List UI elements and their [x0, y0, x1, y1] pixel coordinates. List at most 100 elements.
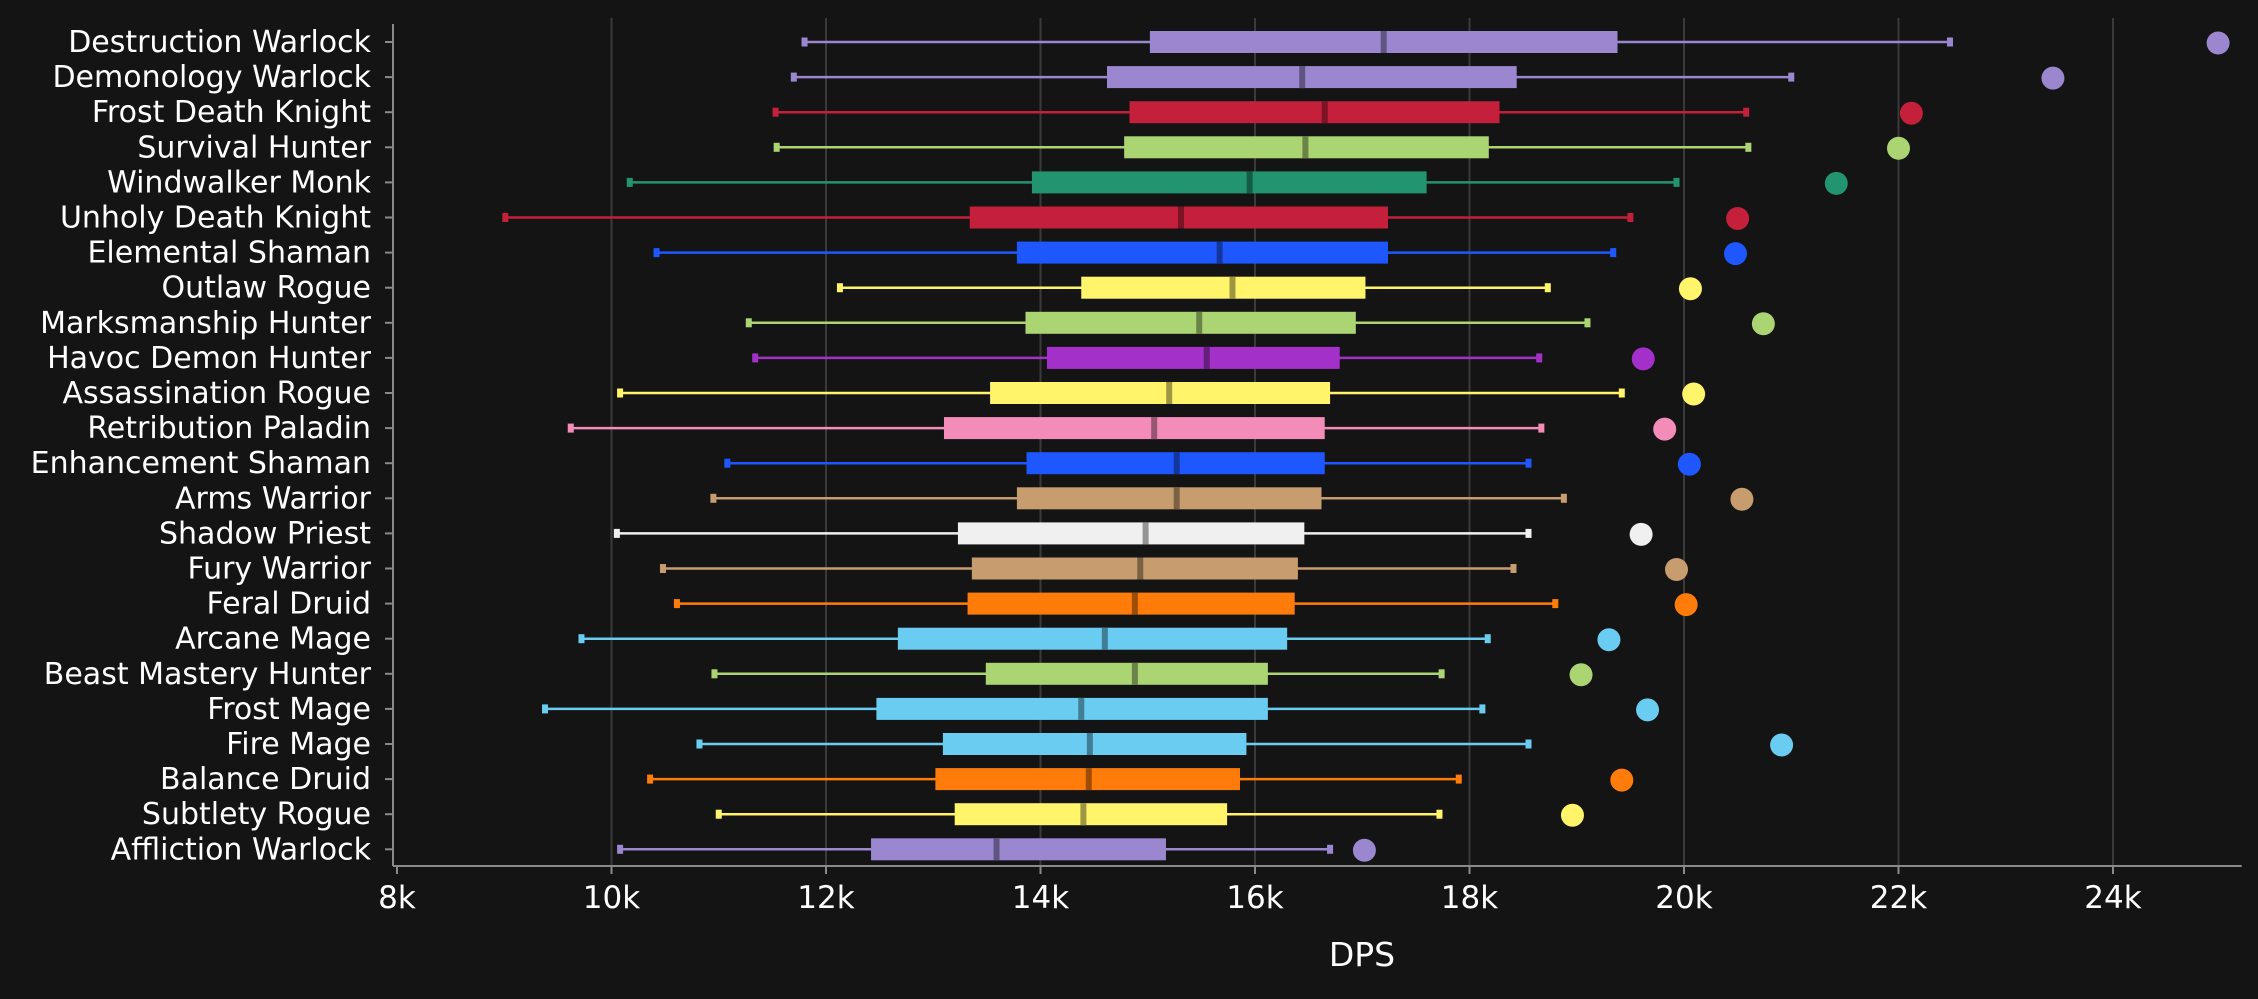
x-tick-label: 10k: [583, 880, 640, 916]
category-label: Windwalker Monk: [107, 165, 372, 200]
whisker-low-cap: [696, 739, 703, 749]
median-marker: [1177, 206, 1184, 229]
whisker-high-cap: [1484, 634, 1491, 644]
whisker-low-cap: [673, 599, 680, 609]
iqr-box: [942, 733, 1247, 755]
whisker-high-cap: [1455, 774, 1462, 784]
whisker-high-cap: [1544, 283, 1551, 293]
x-axis-title: DPS: [1329, 935, 1395, 974]
max-point: [1629, 522, 1653, 546]
iqr-box: [954, 803, 1228, 826]
max-point: [1824, 171, 1848, 195]
box-plot-row: [578, 627, 1621, 652]
iqr-box: [990, 382, 1331, 404]
whisker-high-cap: [1560, 493, 1567, 503]
box-plot-row: [542, 697, 1660, 722]
whisker-high-cap: [1788, 72, 1795, 82]
category-label: Assassination Rogue: [62, 376, 371, 411]
max-point: [1674, 593, 1698, 617]
median-marker: [1380, 31, 1387, 53]
box-plot-row: [613, 522, 1653, 546]
whisker-low-cap: [502, 213, 509, 222]
whisker-high-cap: [1436, 809, 1443, 819]
category-label: Havoc Demon Hunter: [47, 341, 372, 376]
category-label: Subtlety Rogue: [142, 797, 371, 832]
whisker-low-cap: [752, 353, 759, 363]
box-plot-row: [617, 838, 1376, 862]
category-label: Fire Mage: [226, 727, 371, 762]
whisker-low-cap: [710, 493, 717, 503]
max-point: [2206, 31, 2230, 55]
x-tick-label: 8k: [378, 880, 416, 916]
max-point: [1682, 382, 1706, 406]
category-label: Retribution Paladin: [87, 411, 371, 446]
whisker-low-cap: [653, 248, 660, 258]
whisker-high-cap: [1618, 388, 1625, 398]
median-marker: [1321, 101, 1328, 124]
iqr-box: [971, 557, 1298, 580]
iqr-box: [1129, 101, 1500, 124]
max-point: [1653, 417, 1677, 441]
box-plot-row: [710, 487, 1754, 511]
whisker-high-cap: [1584, 318, 1591, 328]
median-marker: [1131, 592, 1138, 615]
whisker-high-cap: [1946, 37, 1953, 47]
median-marker: [1085, 768, 1092, 791]
iqr-box: [985, 662, 1268, 685]
iqr-box: [1016, 487, 1322, 510]
x-tick-label: 18k: [1441, 880, 1498, 916]
category-label: Affliction Warlock: [111, 832, 372, 867]
whisker-low-cap: [617, 844, 624, 854]
box-plot-row: [711, 662, 1593, 687]
box-plot-row: [836, 276, 1702, 301]
max-point: [1597, 628, 1621, 652]
median-marker: [1142, 522, 1149, 545]
whisker-high-cap: [1538, 423, 1545, 433]
category-label: Beast Mastery Hunter: [44, 657, 372, 692]
whisker-high-cap: [1510, 564, 1517, 573]
category-label: Outlaw Rogue: [161, 271, 371, 306]
box-plot-row: [773, 136, 1910, 160]
max-point: [1726, 207, 1750, 230]
whisker-low-cap: [790, 72, 797, 82]
max-point: [1610, 768, 1634, 792]
whisker-high-cap: [1743, 107, 1750, 117]
x-tick-label: 24k: [2084, 880, 2141, 916]
max-point: [1677, 452, 1701, 476]
whisker-high-cap: [1327, 844, 1334, 854]
whisker-low-cap: [773, 142, 780, 152]
category-label: Marksmanship Hunter: [40, 306, 372, 341]
median-marker: [1173, 452, 1180, 475]
median-marker: [1299, 66, 1306, 89]
whisker-high-cap: [1525, 458, 1532, 468]
whisker-high-cap: [1552, 599, 1559, 609]
whisker-high-cap: [1525, 739, 1532, 749]
median-marker: [1131, 662, 1138, 685]
iqr-box: [1031, 171, 1427, 194]
whisker-high-cap: [1479, 704, 1486, 714]
median-marker: [1203, 346, 1210, 369]
iqr-box: [1106, 66, 1517, 89]
max-point: [1723, 242, 1747, 266]
whisker-high-cap: [1673, 177, 1680, 187]
whisker-low-cap: [836, 283, 843, 293]
max-point: [1560, 803, 1584, 827]
median-marker: [1196, 311, 1203, 334]
median-marker: [1302, 136, 1309, 159]
box-plot-row: [626, 171, 1848, 195]
box-plot-row: [673, 592, 1698, 617]
category-label: Arms Warrior: [175, 481, 372, 516]
category-label: Shadow Priest: [159, 516, 371, 551]
iqr-box: [876, 697, 1268, 720]
median-marker: [1229, 276, 1236, 299]
category-label: Feral Druid: [207, 587, 372, 622]
box-plot-row: [790, 66, 2065, 90]
median-marker: [1173, 487, 1180, 510]
iqr-box: [1025, 311, 1356, 334]
max-point: [1352, 838, 1376, 862]
iqr-box: [1016, 241, 1388, 264]
whisker-low-cap: [659, 564, 666, 573]
median-marker: [1086, 733, 1093, 755]
